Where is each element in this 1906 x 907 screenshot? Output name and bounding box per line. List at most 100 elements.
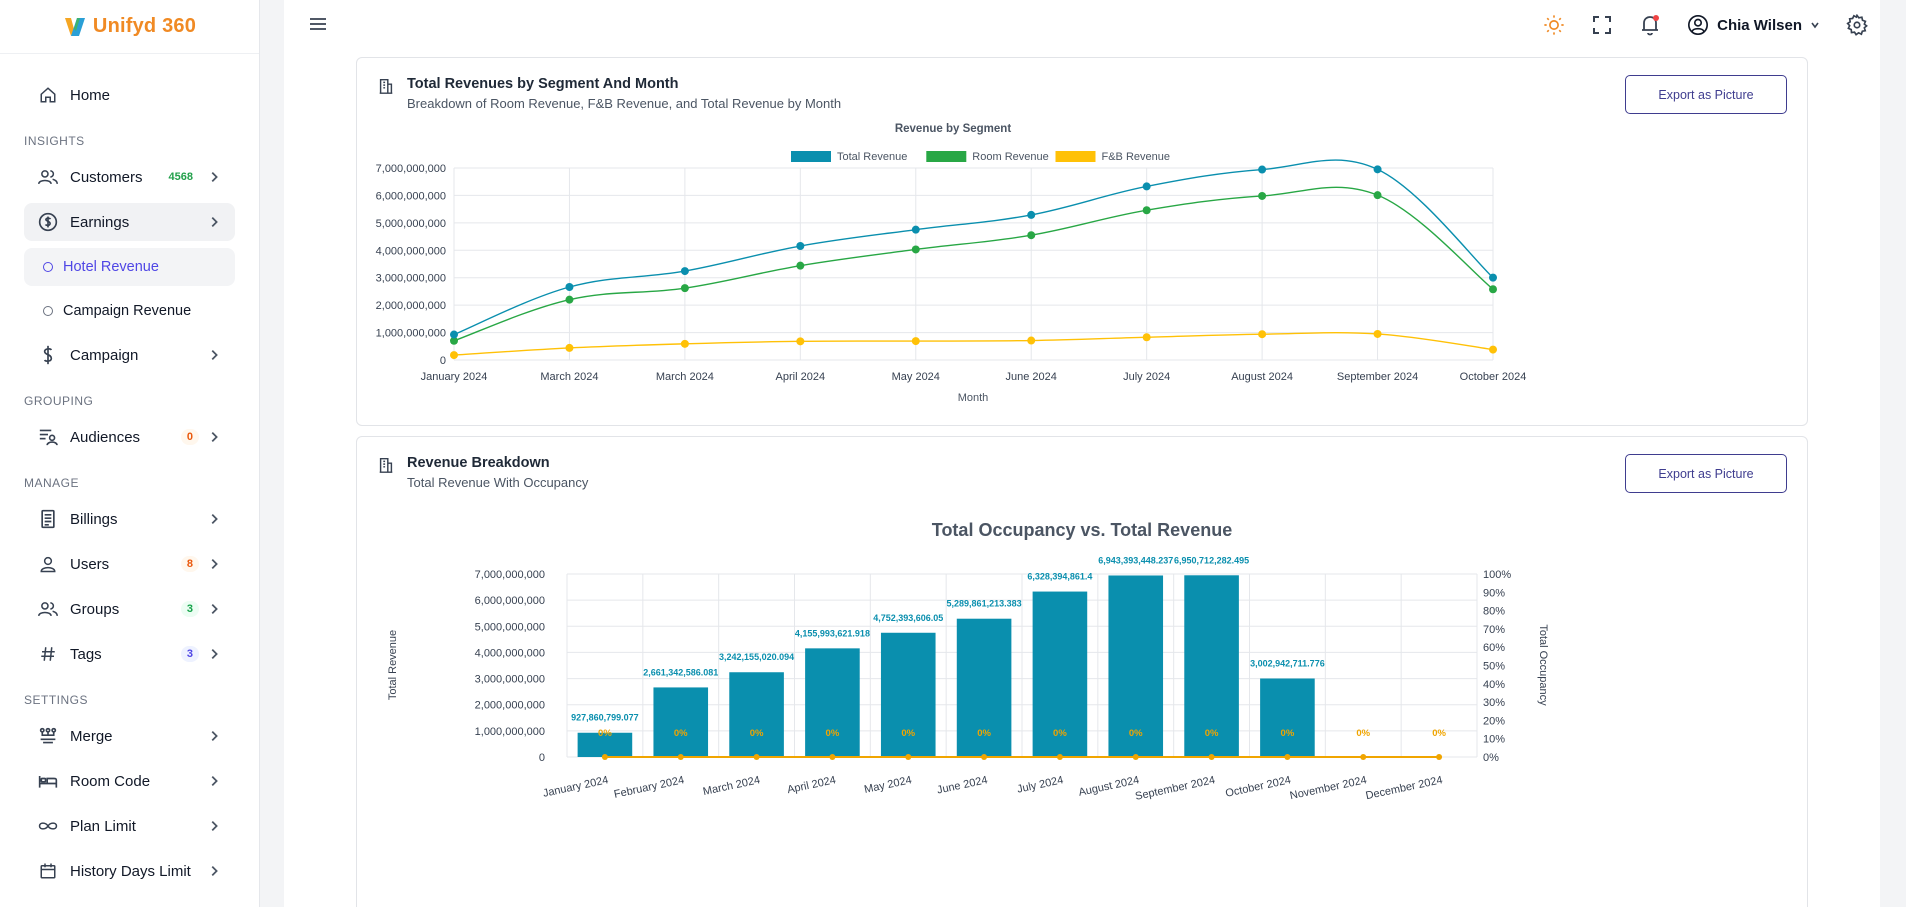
group-icon — [38, 599, 58, 619]
data-point — [1027, 336, 1036, 345]
occupancy-data-label: 0% — [901, 728, 915, 739]
y2-tick-label: 0% — [1483, 752, 1499, 764]
sidebar-item-audiences[interactable]: Audiences 0 — [24, 418, 235, 456]
sidebar-subitem-hotel-revenue[interactable]: Hotel Revenue — [24, 248, 235, 286]
revenue-by-segment-chart: Revenue by Segment Total Revenue Room Reve… — [376, 123, 1527, 404]
sidebar-item-users[interactable]: Users 8 — [24, 545, 235, 583]
y-tick-label: 5,000,000,000 — [475, 621, 545, 633]
x-tick-label: January 2024 — [542, 774, 610, 800]
occupancy-data-label: 0% — [1281, 728, 1295, 739]
section-grouping: GROUPING — [24, 394, 94, 408]
sidebar-item-history-days-limit[interactable]: History Days Limit — [24, 852, 235, 890]
y-axis-title: Total Revenue — [387, 630, 399, 700]
chart-title: Total Occupancy vs. Total Revenue — [932, 520, 1232, 540]
sidebar-item-billings[interactable]: Billings — [24, 500, 235, 538]
sidebar-item-merge[interactable]: Merge — [24, 717, 235, 755]
chevron-right-icon — [211, 172, 218, 182]
card-header: Total Revenues by Segment And Month Brea… — [377, 76, 841, 111]
y2-axis-title: Total Occupancy — [1537, 624, 1549, 706]
sidebar-item-customers[interactable]: Customers 4568 — [24, 158, 235, 196]
y-tick-label: 7,000,000,000 — [376, 163, 446, 175]
y2-tick-label: 80% — [1483, 606, 1505, 618]
revenue-data-label: 6,328,394,861.4 — [1027, 572, 1092, 582]
billing-icon — [38, 509, 58, 529]
sidebar-subitem-campaign-revenue[interactable]: Campaign Revenue — [24, 292, 235, 330]
sidebar-item-label: Merge — [70, 727, 113, 745]
occupancy-point — [1208, 754, 1215, 760]
y-tick-label: 1,000,000,000 — [475, 726, 545, 738]
sidebar-item-earnings[interactable]: Earnings — [24, 203, 235, 241]
dollar-circle-icon — [38, 212, 58, 232]
revenue-bar — [805, 648, 860, 757]
occupancy-point — [1132, 754, 1139, 760]
sidebar-item-label: Room Code — [70, 772, 151, 790]
revenue-data-label: 6,943,393,448.237 — [1098, 555, 1173, 565]
sidebar-item-label: Groups — [70, 600, 120, 618]
card-subtitle: Total Revenue With Occupancy — [407, 475, 589, 490]
y2-tick-label: 40% — [1483, 679, 1505, 691]
x-tick-label: August 2024 — [1077, 774, 1140, 799]
revenue-data-label: 6,950,712,282.495 — [1174, 555, 1249, 565]
data-point — [1489, 345, 1497, 354]
data-point — [680, 339, 689, 348]
chevron-right-icon — [211, 731, 218, 741]
notification-dot — [1653, 15, 1660, 21]
bell-icon[interactable] — [1639, 14, 1661, 36]
occupancy-data-label: 0% — [1432, 728, 1446, 739]
occupancy-data-label: 0% — [1205, 728, 1219, 739]
x-tick-label: September 2024 — [1337, 371, 1418, 383]
sidebar-item-plan-limit[interactable]: Plan Limit — [24, 807, 235, 845]
x-tick-label: October 2024 — [1460, 371, 1527, 383]
settings-gear-icon[interactable] — [1846, 14, 1868, 36]
sidebar-item-label: Audiences — [70, 428, 141, 446]
bed-icon — [38, 771, 58, 791]
sidebar-item-label: Campaign Revenue — [63, 303, 192, 319]
y2-tick-label: 90% — [1483, 587, 1505, 599]
export-as-picture-button[interactable]: Export as Picture — [1625, 75, 1787, 114]
brand[interactable]: Unifyd 360 — [0, 0, 259, 54]
fullscreen-icon[interactable] — [1591, 14, 1613, 36]
sidebar-item-groups[interactable]: Groups 3 — [24, 590, 235, 628]
sidebar-item-label: History Days Limit — [70, 862, 191, 880]
users-count-badge: 8 — [180, 556, 199, 572]
data-point — [1373, 191, 1382, 200]
y-tick-label: 4,000,000,000 — [475, 647, 545, 659]
revenue-bar — [1260, 678, 1315, 757]
data-point — [1258, 330, 1267, 339]
main-content: Total Revenues by Segment And Month Brea… — [284, 52, 1880, 907]
data-point — [1142, 206, 1151, 215]
sidebar-item-label: Campaign — [70, 346, 139, 364]
sidebar-item-room-code[interactable]: Room Code — [24, 762, 235, 800]
revenue-bar — [1032, 591, 1088, 757]
y-tick-label: 2,000,000,000 — [475, 700, 545, 712]
data-point — [1258, 165, 1267, 174]
revenue-data-label: 3,002,942,711.776 — [1250, 658, 1325, 668]
occupancy-data-label: 0% — [1129, 728, 1143, 739]
user-name: Chia Wilsen — [1717, 16, 1802, 34]
sidebar-item-tags[interactable]: Tags 3 — [24, 635, 235, 673]
hamburger-menu-icon[interactable] — [308, 14, 330, 36]
chevron-right-icon — [211, 776, 218, 786]
chevron-right-icon — [211, 217, 218, 227]
data-point — [450, 336, 458, 345]
sidebar-item-home[interactable]: Home — [24, 76, 235, 114]
section-settings: SETTINGS — [24, 693, 89, 707]
occupancy-vs-revenue-chart: Total Occupancy vs. Total Revenue 0 1,000,… — [387, 520, 1549, 803]
y-tick-label: 2,000,000,000 — [376, 300, 446, 312]
top-bar: Chia Wilsen — [284, 0, 1880, 52]
y-tick-label: 6,000,000,000 — [376, 190, 446, 202]
revenue-bar — [1108, 575, 1164, 757]
hash-icon — [38, 644, 58, 664]
user-menu[interactable]: Chia Wilsen — [1687, 14, 1820, 36]
audience-list-icon — [38, 427, 58, 447]
data-point — [565, 283, 574, 292]
sidebar-item-campaign[interactable]: Campaign — [24, 336, 235, 374]
x-tick-label: August 2024 — [1231, 371, 1293, 383]
occupancy-data-label: 0% — [826, 728, 840, 739]
export-as-picture-button[interactable]: Export as Picture — [1625, 454, 1787, 493]
chevron-right-icon — [211, 559, 218, 569]
data-point — [1142, 333, 1151, 342]
data-point — [450, 351, 458, 360]
sun-icon[interactable] — [1543, 14, 1565, 36]
series-line — [453, 159, 1494, 336]
